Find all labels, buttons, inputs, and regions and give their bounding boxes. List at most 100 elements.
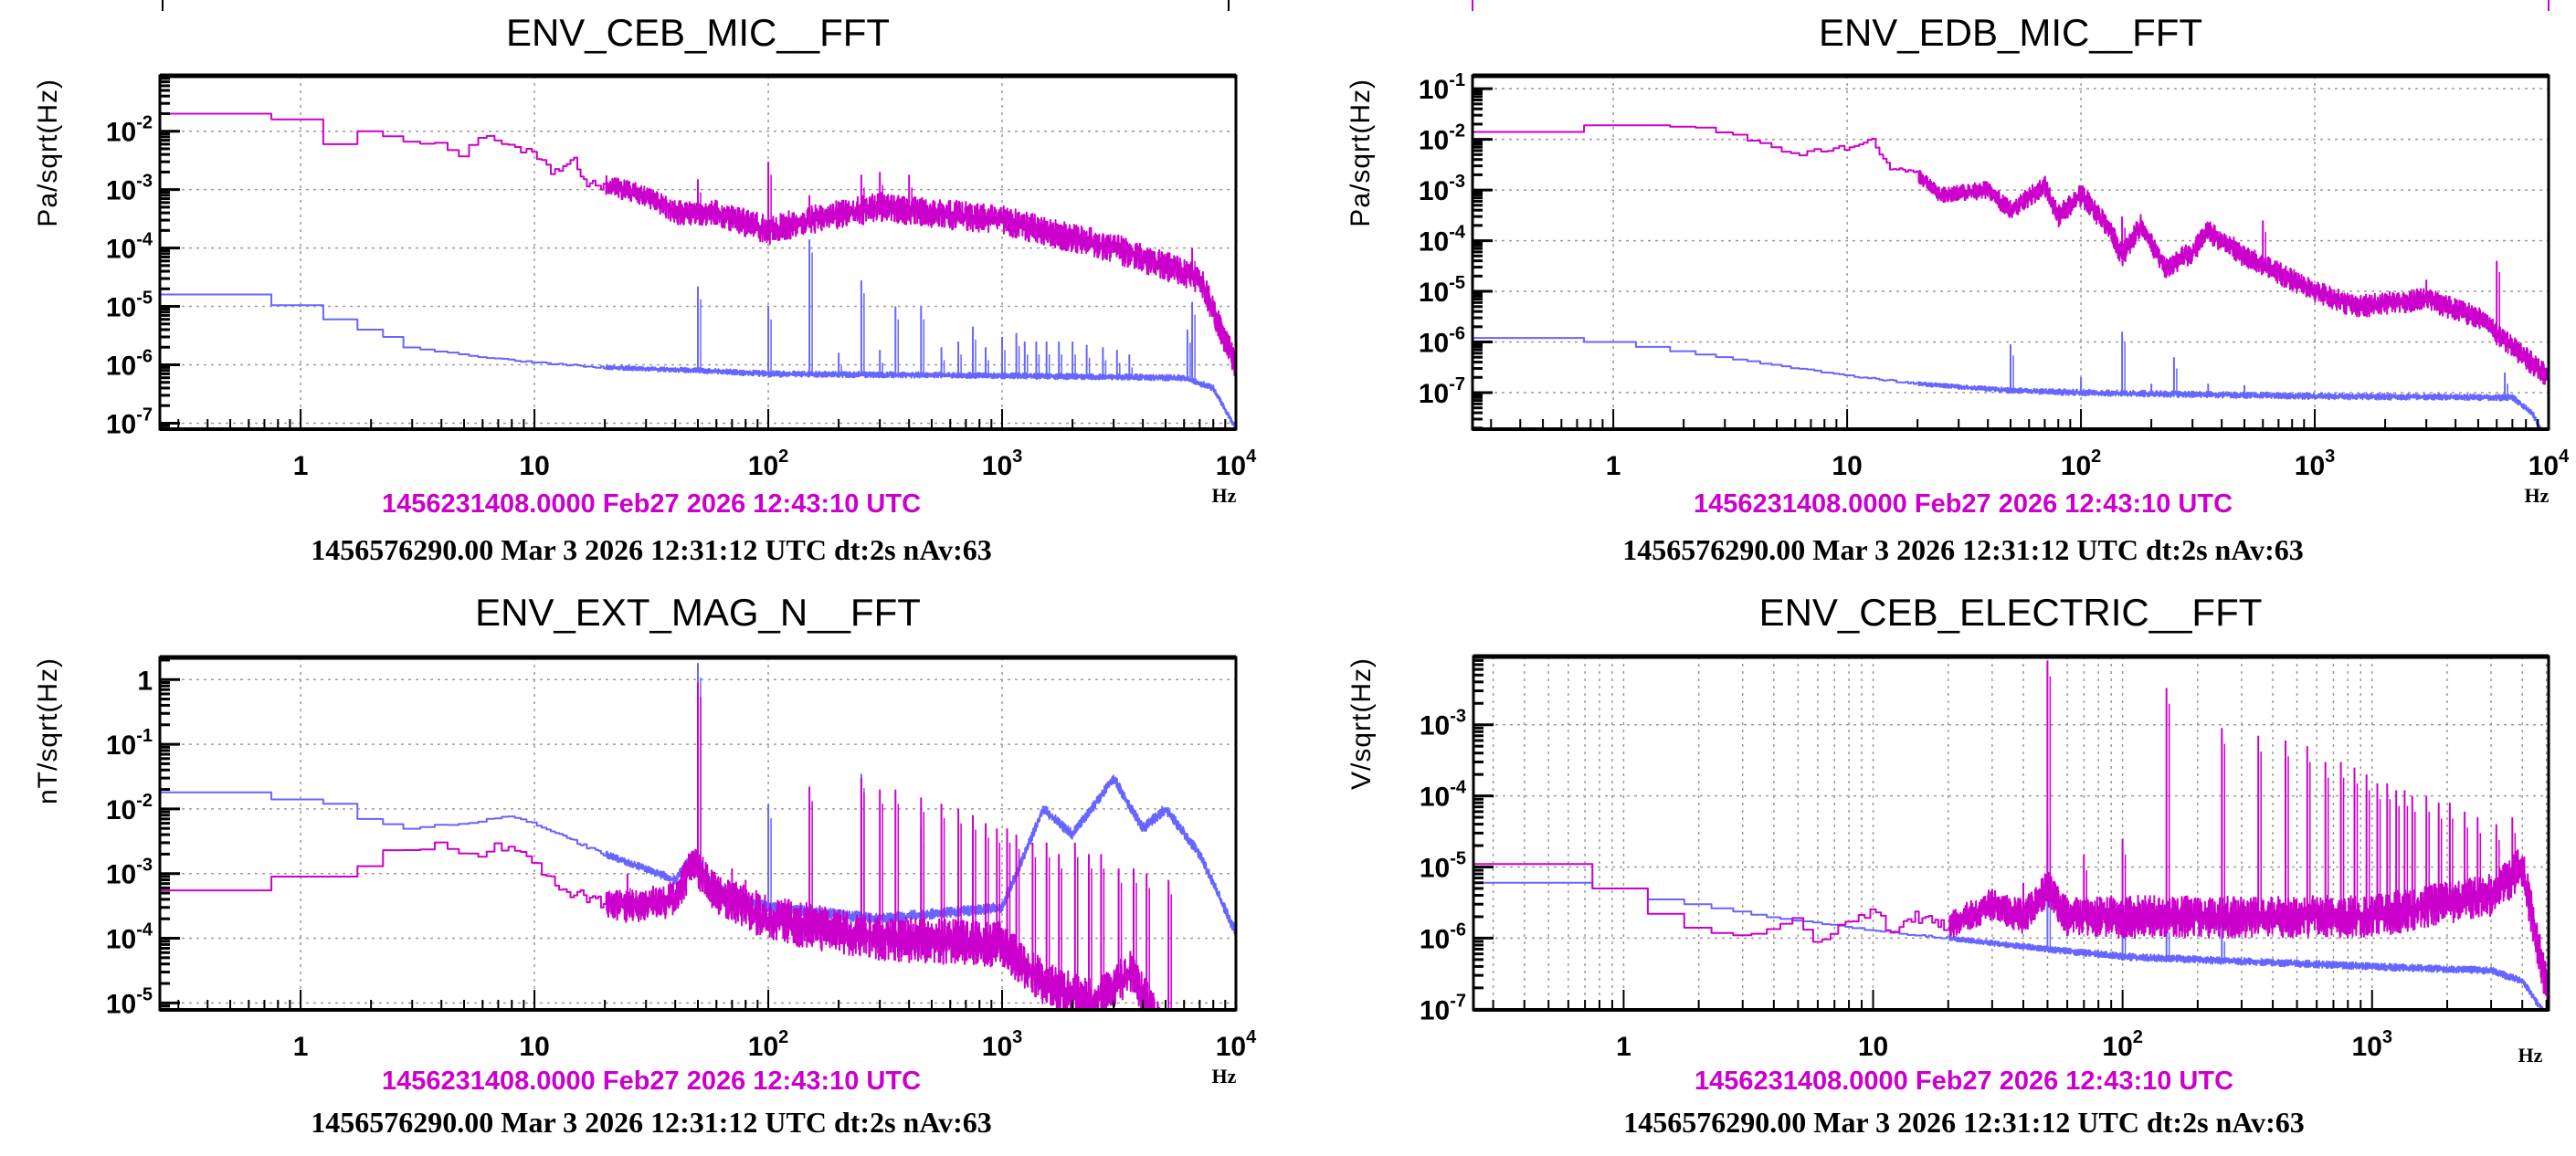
current-timestamp: 1456576290.00 Mar 3 2026 12:31:12 UTC dt… bbox=[311, 1106, 991, 1139]
series-line-blue bbox=[160, 293, 1236, 429]
chart-title: ENV_CEB_MIC__FFT bbox=[506, 11, 890, 54]
tick-exponent: 4 bbox=[1246, 1027, 1257, 1047]
tick-exponent: -3 bbox=[1450, 707, 1466, 727]
chart-title: ENV_EXT_MAG_N__FFT bbox=[475, 591, 921, 634]
x-tick-label: 1 bbox=[1616, 1032, 1631, 1062]
plot-area[interactable]: 10-5 10-4 10-3 10-2 10-1 1 1 10 102 103 104 bbox=[106, 655, 1257, 1062]
y-tick-label: 10-3 bbox=[1419, 172, 1465, 206]
x-tick-label: 102 bbox=[748, 1027, 789, 1062]
tick-exponent: 2 bbox=[2133, 1027, 2143, 1047]
x-tick-label: 10 bbox=[1858, 1032, 1888, 1062]
chart-title: ENV_EDB_MIC__FFT bbox=[1819, 11, 2202, 54]
y-tick-label: 10-3 bbox=[1420, 707, 1466, 741]
y-tick-label: 10-1 bbox=[106, 726, 153, 761]
tick-exponent: -6 bbox=[1449, 324, 1465, 344]
x-tick-label: 1 bbox=[293, 451, 309, 481]
tick-exponent: -7 bbox=[1450, 991, 1466, 1011]
x-axis-unit: Hz bbox=[2518, 1044, 2543, 1067]
reference-timestamp: 1456231408.0000 Feb27 2026 12:43:10 UTC bbox=[382, 489, 921, 519]
tick-exponent: 3 bbox=[1012, 1027, 1022, 1047]
chart-panel-env-ceb-mic: ENV_CEB_MIC__FFT Pa/sqrt(Hz) 10-7 10 -6 10-… bbox=[33, 11, 1257, 566]
tick-exponent: 2 bbox=[2091, 447, 2101, 467]
y-tick-label: 10-6 bbox=[1420, 920, 1466, 954]
tick-exponent: -6 bbox=[136, 347, 153, 367]
chart-panel-env-edb-mic: ENV_EDB_MIC__FFT Pa/sqrt(Hz) 10 -7 10-6 10-… bbox=[1346, 11, 2570, 566]
chart-panel-env-ceb-electric: ENV_CEB_ELECTRIC__FFT V/sqrt(Hz) 10-710-… bbox=[1346, 591, 2550, 1139]
y-tick-label: 10-5 bbox=[1419, 273, 1465, 308]
y-axis-label: Pa/sqrt(Hz) bbox=[1346, 79, 1376, 227]
tick-exponent: 3 bbox=[2325, 447, 2335, 467]
x-axis-unit: Hz bbox=[1212, 484, 1237, 507]
tick-exponent: -3 bbox=[1449, 172, 1465, 192]
series-line-magenta bbox=[160, 841, 1236, 1010]
tick-exponent: -3 bbox=[136, 856, 153, 876]
tick-exponent: -5 bbox=[1450, 849, 1466, 869]
tick-exponent: -4 bbox=[136, 920, 153, 941]
x-tick-label: 103 bbox=[2352, 1027, 2393, 1062]
tick-exponent: 2 bbox=[778, 447, 788, 467]
tick-exponent: -2 bbox=[1449, 121, 1465, 142]
x-tick-label: 10 bbox=[519, 451, 549, 481]
x-tick-label: 102 bbox=[2102, 1027, 2143, 1062]
series-line-blue bbox=[1473, 337, 2549, 429]
y-axis-label: V/sqrt(Hz) bbox=[1346, 657, 1377, 790]
tick-exponent: -6 bbox=[1450, 920, 1466, 940]
series-layer bbox=[1473, 124, 2549, 429]
tick-exponent: -1 bbox=[136, 726, 153, 746]
y-tick-label: 10-4 bbox=[1419, 223, 1466, 257]
y-tick-label: 10-4 bbox=[106, 230, 153, 265]
y-tick-label: 10-4 bbox=[1420, 778, 1467, 813]
tick-exponent: -5 bbox=[1449, 273, 1465, 293]
y-axis-label: Pa/sqrt(Hz) bbox=[33, 79, 63, 227]
y-tick-label: 10-7 bbox=[106, 405, 153, 439]
y-tick-label: 10-4 bbox=[106, 920, 153, 955]
series-layer bbox=[160, 663, 1236, 1010]
reference-timestamp: 1456231408.0000 Feb27 2026 12:43:10 UTC bbox=[382, 1067, 921, 1096]
series-layer bbox=[1473, 660, 2549, 1010]
tick-exponent: 4 bbox=[1246, 447, 1257, 467]
plot-area[interactable]: 10-7 10-6 10-5 10-4 10-3 1 10 102 103 bbox=[1420, 654, 2550, 1062]
x-tick-label: 104 bbox=[2528, 447, 2570, 481]
y-tick-label: 10-3 bbox=[106, 172, 153, 206]
series-line-magenta bbox=[160, 112, 1236, 379]
reference-timestamp: 1456231408.0000 Feb27 2026 12:43:10 UTC bbox=[1694, 489, 2233, 519]
plot-area[interactable]: 10-7 10-6 10-5 10-4 10-3 10-2 1 10 102 103 104 bbox=[106, 73, 1257, 481]
tick-exponent: -7 bbox=[136, 405, 153, 425]
tick-exponent: -4 bbox=[1449, 223, 1466, 243]
x-tick-label: 104 bbox=[1216, 447, 1257, 481]
tick-exponent: 3 bbox=[2382, 1027, 2392, 1047]
y-tick-label: 10-2 bbox=[106, 791, 153, 825]
x-tick-label: 1 bbox=[293, 1032, 309, 1062]
y-tick-label: 10-5 bbox=[106, 289, 153, 323]
y-tick-label: 10-3 bbox=[106, 856, 153, 890]
tick-exponent: -4 bbox=[136, 230, 153, 250]
tick-exponent: 4 bbox=[2559, 447, 2570, 467]
tick-exponent: -5 bbox=[136, 984, 153, 1004]
current-timestamp: 1456576290.00 Mar 3 2026 12:31:12 UTC dt… bbox=[311, 533, 991, 566]
series-line-magenta bbox=[1473, 124, 2549, 389]
chart-title: ENV_CEB_ELECTRIC__FFT bbox=[1759, 591, 2263, 634]
plot-area[interactable]: 10-7 10-6 10-5 10-4 10-3 10-2 10-1 1 10 102 103 104 bbox=[1419, 70, 2570, 481]
series-line-blue bbox=[1473, 881, 2549, 1010]
x-tick-label: 103 bbox=[982, 447, 1023, 481]
x-axis-unit: Hz bbox=[1212, 1065, 1237, 1088]
y-axis-label: nT/sqrt(Hz) bbox=[33, 657, 63, 804]
x-tick-label: 102 bbox=[748, 447, 789, 481]
y-tick-label: 10-2 bbox=[1419, 121, 1465, 156]
x-tick-label: 10 bbox=[1832, 451, 1862, 481]
y-tick-label: 10-7 bbox=[1420, 991, 1466, 1025]
x-tick-label: 103 bbox=[982, 1027, 1023, 1062]
current-timestamp: 1456576290.00 Mar 3 2026 12:31:12 UTC dt… bbox=[1623, 1106, 2304, 1139]
tick-exponent: -7 bbox=[1449, 374, 1465, 394]
tick-exponent: 2 bbox=[778, 1027, 788, 1047]
y-tick-label: 10-6 bbox=[1419, 324, 1465, 359]
y-tick-label: 10-2 bbox=[106, 113, 153, 148]
tick-exponent: -2 bbox=[136, 113, 153, 133]
tick-exponent: -1 bbox=[1449, 70, 1465, 90]
y-tick-label: 10-5 bbox=[106, 984, 153, 1019]
tick-exponent: -2 bbox=[136, 791, 153, 811]
tick-exponent: 3 bbox=[1012, 447, 1022, 467]
x-tick-label: 104 bbox=[1216, 1027, 1257, 1062]
x-tick-label: 102 bbox=[2061, 447, 2102, 481]
